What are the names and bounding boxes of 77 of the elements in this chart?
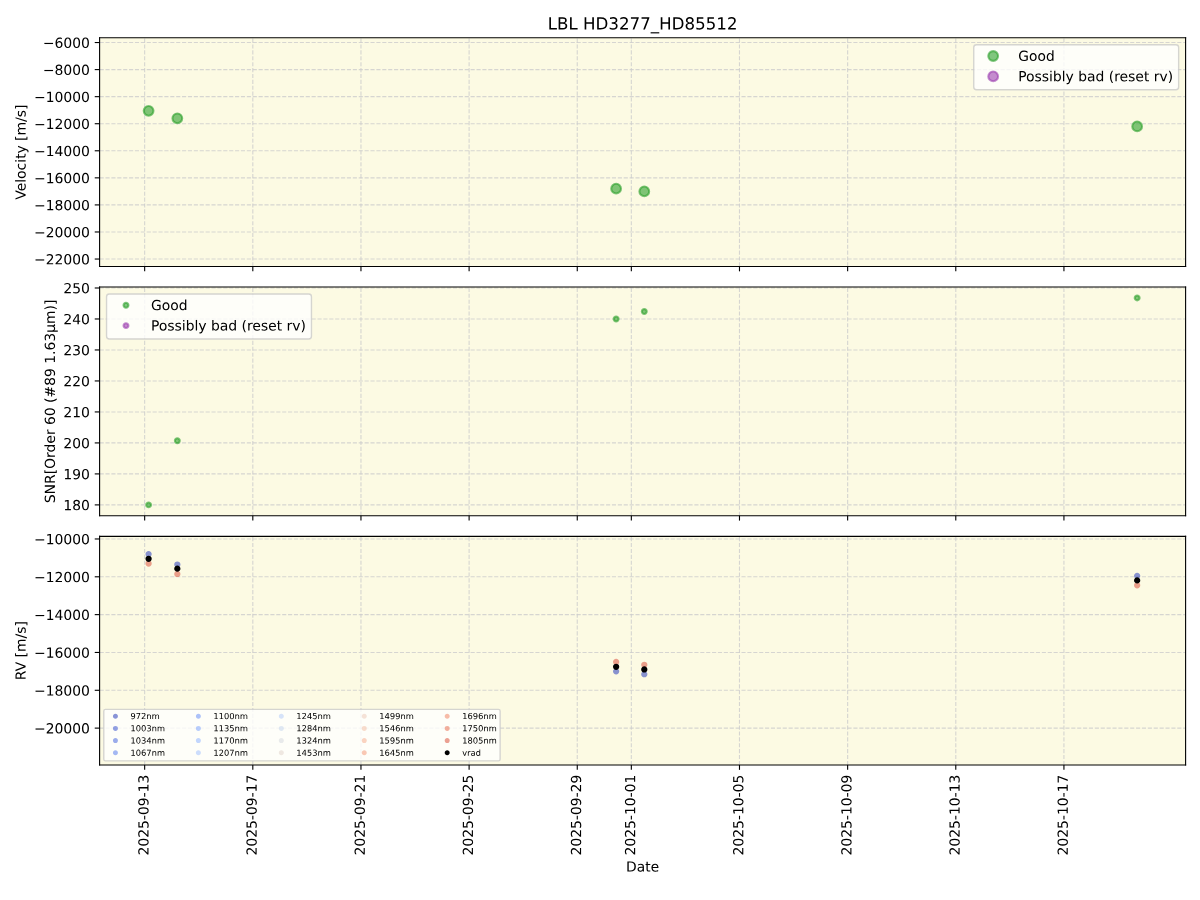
x-tick-label: 2025-09-21 (354, 776, 365, 855)
legend-label: 1207nm (214, 749, 248, 756)
y-tick-label: −18000 (35, 685, 89, 696)
legend-label: Good (1018, 50, 1054, 62)
y-tick-label: −18000 (35, 199, 89, 211)
legend-label: Possibly bad (reset rv) (1019, 70, 1172, 85)
legend-label: 1696nm (463, 712, 497, 720)
y-tick-label: −20000 (35, 723, 89, 734)
legend-label: 1067nm (131, 749, 165, 756)
legend-label: 1546nm (380, 725, 414, 732)
y-tick-label: −14000 (35, 145, 89, 157)
x-tick-label: 2025-10-01 (624, 776, 636, 855)
legend-label: 1003nm (131, 725, 165, 732)
legend-label: 972nm (130, 712, 160, 720)
y-axis-title: Velocity [m/s] (15, 105, 29, 200)
y-tick-label: 250 (64, 282, 89, 294)
y-axis-title: RV [m/s] (15, 622, 28, 679)
y-axis-title: SNR[Order 60 (#89 1.63μm)] (44, 300, 58, 503)
point (612, 315, 620, 323)
y-tick-label: 200 (64, 437, 89, 449)
point (1134, 577, 1141, 584)
legend-label: 1245nm (297, 712, 331, 720)
y-tick-label: 190 (64, 468, 89, 480)
x-tick-label: 2025-10-05 (733, 775, 744, 855)
y-tick-label: −6000 (44, 37, 89, 49)
legend-label: 1100nm (214, 712, 248, 720)
x-tick-label: 2025-09-17 (246, 775, 257, 855)
chart-title: LBL HD3277_HD85512 (549, 17, 736, 34)
y-tick-label: 210 (64, 406, 89, 418)
point (145, 555, 152, 562)
x-tick-label: 2025-09-13 (138, 775, 149, 855)
y-tick-label: −16000 (35, 172, 89, 184)
legend-label: 1499nm (380, 712, 414, 720)
point (638, 185, 651, 198)
y-tick-label: −20000 (35, 226, 89, 238)
x-axis-title: Date (627, 861, 659, 872)
y-tick-label: −12000 (35, 571, 89, 583)
y-tick-label: 180 (64, 499, 89, 511)
y-tick-label: 240 (64, 313, 89, 325)
legend-label: 1324nm (297, 737, 331, 744)
point (641, 666, 648, 673)
point (610, 182, 623, 195)
point (613, 663, 620, 670)
x-tick-label: 2025-10-13 (949, 775, 960, 855)
x-tick-label: 2025-09-25 (462, 775, 474, 855)
point (171, 112, 184, 125)
x-tick-label: 2025-09-29 (570, 775, 582, 855)
x-tick-label: 2025-10-09 (841, 775, 852, 855)
point (173, 437, 181, 445)
point (174, 565, 181, 572)
legend-label: 1284nm (297, 725, 331, 732)
y-tick-label: −10000 (35, 91, 89, 103)
legend-label: 1453nm (297, 749, 331, 756)
point (1133, 294, 1141, 302)
point (640, 308, 648, 316)
legend-label: 1750nm (463, 725, 497, 732)
point (145, 501, 153, 509)
legend-label: 1595nm (380, 737, 414, 744)
y-tick-label: −22000 (35, 254, 89, 265)
y-tick-label: 230 (64, 344, 89, 356)
point (1131, 120, 1144, 133)
point (142, 104, 155, 117)
x-tick-label: 2025-10-17 (1057, 775, 1068, 855)
y-tick-label: 220 (64, 375, 89, 387)
legend-label: vrad (462, 749, 481, 756)
legend-label: 1805nm (463, 737, 497, 744)
y-tick-label: −14000 (35, 609, 89, 621)
legend-label: 1135nm (214, 725, 248, 732)
legend-label: Possibly bad (reset rv) (152, 319, 305, 334)
y-tick-label: −12000 (35, 118, 89, 130)
y-tick-label: −16000 (35, 647, 89, 658)
legend-label: 1645nm (380, 749, 414, 756)
legend-label: 1034nm (131, 737, 165, 744)
legend-label: 1170nm (214, 737, 248, 744)
y-tick-label: −8000 (44, 64, 89, 76)
y-tick-label: −10000 (35, 533, 89, 545)
legend-label: Good (151, 299, 187, 311)
